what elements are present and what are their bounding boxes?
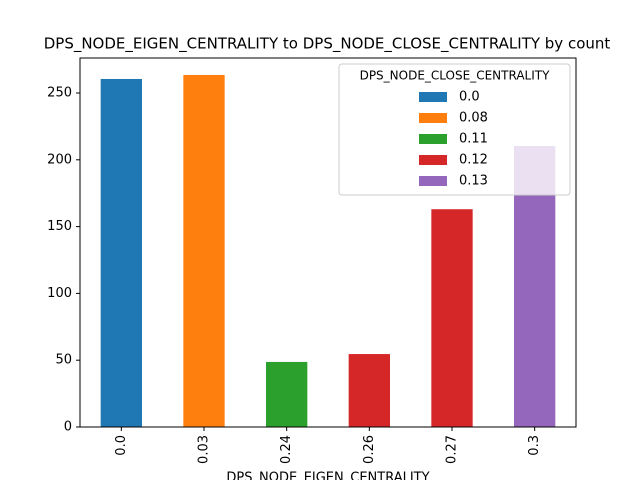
x-tick-label: 0.24	[279, 435, 294, 464]
bar	[183, 74, 225, 428]
bar	[431, 209, 473, 427]
bar	[100, 78, 142, 427]
x-tick-label: 0.3	[527, 435, 542, 456]
x-tick-label: 0.03	[197, 435, 212, 464]
y-tick-label: 250	[47, 86, 72, 101]
legend-swatch	[419, 134, 447, 144]
legend-swatch	[419, 155, 447, 165]
legend-label: 0.13	[459, 174, 488, 189]
chart-title: DPS_NODE_EIGEN_CENTRALITY to DPS_NODE_CL…	[44, 35, 611, 54]
y-tick-label: 100	[47, 286, 72, 301]
y-tick-label: 150	[47, 219, 72, 234]
plot-frame	[79, 57, 577, 428]
legend-box	[338, 63, 571, 196]
legend-label: 0.12	[459, 153, 488, 168]
legend-label: 0.08	[459, 111, 488, 126]
y-tick-label: 50	[55, 353, 72, 368]
bar	[348, 354, 390, 427]
legend-title: DPS_NODE_CLOSE_CENTRALITY	[360, 69, 551, 83]
x-axis-label: DPS_NODE_EIGEN_CENTRALITY	[226, 471, 429, 480]
y-tick-label: 200	[47, 152, 72, 167]
y-tick-label: 0	[64, 420, 72, 435]
legend-swatch	[419, 176, 447, 186]
legend-swatch	[419, 92, 447, 102]
x-tick-label: 0.27	[445, 435, 460, 464]
x-tick-label: 0.0	[114, 435, 129, 456]
legend-label: 0.11	[459, 132, 488, 147]
legend-label: 0.0	[459, 90, 480, 105]
x-tick-label: 0.26	[362, 435, 377, 464]
legend-swatch	[419, 113, 447, 123]
bar	[266, 361, 308, 427]
